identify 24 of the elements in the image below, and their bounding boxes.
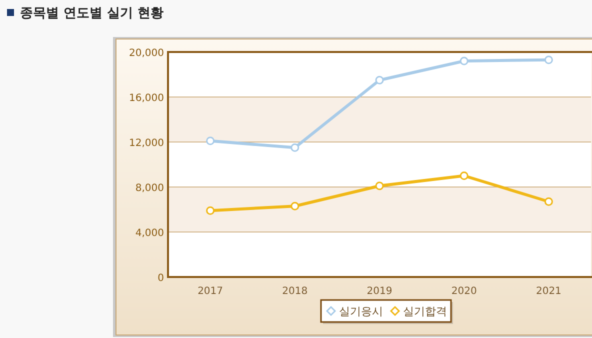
- y-tick-label: 12,000: [129, 138, 164, 149]
- x-tick-label: 2018: [282, 286, 308, 297]
- point: [375, 182, 384, 190]
- point: [206, 136, 215, 146]
- y-tick-label: 0: [158, 273, 164, 284]
- legend-label: 실기합격: [403, 305, 447, 318]
- point: [290, 143, 300, 152]
- chart-title: 종목별 연도별 실기 현황: [20, 6, 164, 21]
- x-tick-label: 2021: [536, 286, 562, 297]
- point: [206, 206, 215, 215]
- legend-label: 실기응시: [339, 305, 383, 318]
- y-tick-label: 16,000: [129, 93, 164, 104]
- x-tick-label: 2020: [451, 286, 477, 297]
- point: [544, 197, 553, 206]
- point: [375, 76, 384, 84]
- x-tick-label: 2019: [366, 286, 392, 297]
- y-tick-label: 4,000: [135, 228, 164, 239]
- y-tick-label: 20,000: [129, 48, 164, 59]
- point: [290, 202, 300, 210]
- point: [544, 56, 553, 64]
- point: [460, 172, 468, 180]
- point: [460, 56, 468, 66]
- x-tick-label: 2017: [198, 286, 224, 297]
- y-tick-label: 8,000: [135, 183, 164, 194]
